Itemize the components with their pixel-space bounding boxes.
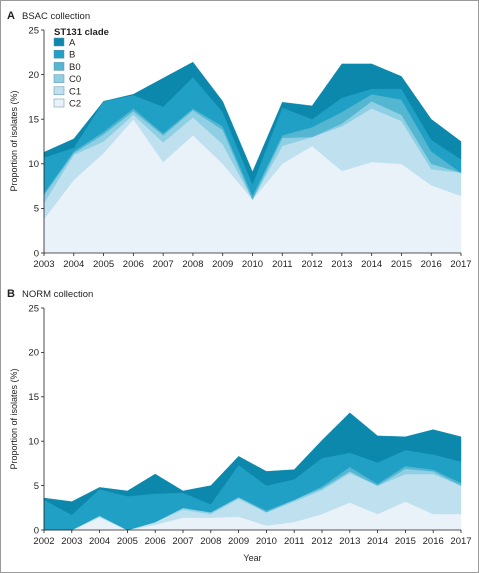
y-tick-label: 10 (28, 159, 39, 170)
x-tick-label: 2009 (228, 536, 249, 547)
x-tick-label: 2011 (272, 259, 292, 270)
y-tick-label: 0 (34, 248, 39, 259)
legend-swatch-c1 (53, 86, 65, 96)
x-axis-label: Year (243, 553, 261, 563)
area-a (43, 412, 462, 516)
x-tick-label: 2010 (242, 259, 263, 270)
y-tick-label: 25 (28, 303, 39, 314)
x-tick-label: 2012 (311, 536, 332, 547)
x-tick-label: 2007 (153, 259, 174, 270)
x-tick-label: 2014 (367, 536, 388, 547)
y-tick-label: 5 (34, 481, 39, 492)
area-a (43, 61, 462, 185)
y-tick-label: 0 (34, 525, 39, 536)
legend-swatch-a (53, 37, 65, 47)
legend-title: ST131 clade (54, 27, 109, 38)
x-tick-label: 2006 (145, 536, 166, 547)
x-tick-label: 2005 (93, 259, 114, 270)
chart-panel-b: 0 5 10 15 20 25 2002 2003 2004 2005 2006 2007 2008 20… (7, 288, 472, 563)
chart-panel-a: 0 5 10 15 20 25 2003 2004 2005 2006 2007 2008 2009 20… (7, 10, 472, 270)
chart-title: NORM collection (22, 289, 93, 300)
x-tick-label: 2004 (63, 259, 84, 270)
x-tick-label: 2014 (361, 259, 382, 270)
x-tick-label: 2012 (302, 259, 323, 270)
x-tick-label: 2015 (391, 259, 412, 270)
x-tick-label: 2017 (450, 259, 471, 270)
y-tick-label: 15 (28, 392, 39, 403)
legend-swatch-b (53, 49, 65, 59)
x-tick-label: 2016 (423, 536, 444, 547)
x-tick-label: 2015 (395, 536, 416, 547)
y-tick-label: 20 (28, 348, 39, 359)
x-tick-label: 2016 (421, 259, 442, 270)
y-tick-label: 25 (28, 25, 39, 36)
legend-label-b: B (69, 50, 75, 61)
x-tick-label: 2013 (331, 259, 352, 270)
x-tick-label: 2013 (339, 536, 360, 547)
x-tick-label: 2002 (33, 536, 54, 547)
legend-swatch-c2 (53, 98, 65, 108)
legend-label-a: A (69, 38, 76, 49)
legend-label-c1: C1 (69, 86, 81, 97)
y-axis-label: Proportion of isolates (%) (9, 368, 19, 469)
x-tick-label: 2017 (450, 536, 471, 547)
panel-label: B (7, 288, 15, 300)
x-tick-label: 2009 (212, 259, 233, 270)
y-tick-label: 15 (28, 115, 39, 126)
x-tick-label: 2008 (182, 259, 203, 270)
y-axis-label: Proportion of isolates (%) (9, 90, 19, 191)
x-tick-label: 2004 (89, 536, 110, 547)
legend-swatch-c0 (53, 74, 65, 83)
x-tick-label: 2003 (33, 259, 54, 270)
x-tick-label: 2011 (284, 536, 304, 547)
y-tick-label: 10 (28, 437, 39, 448)
x-tick-label: 2003 (61, 536, 82, 547)
x-tick-label: 2006 (123, 259, 144, 270)
panel-label: A (7, 10, 15, 22)
legend-label-b0: B0 (69, 62, 81, 73)
chart-title: BSAC collection (22, 11, 90, 22)
legend-label-c0: C0 (69, 74, 81, 85)
x-tick-label: 2005 (117, 536, 138, 547)
legend-label-c2: C2 (69, 99, 81, 110)
x-tick-label: 2010 (256, 536, 277, 547)
legend-swatch-b0 (53, 62, 65, 71)
x-tick-label: 2007 (172, 536, 193, 547)
y-tick-label: 20 (28, 70, 39, 81)
x-tick-label: 2008 (200, 536, 221, 547)
y-tick-label: 5 (34, 204, 39, 215)
